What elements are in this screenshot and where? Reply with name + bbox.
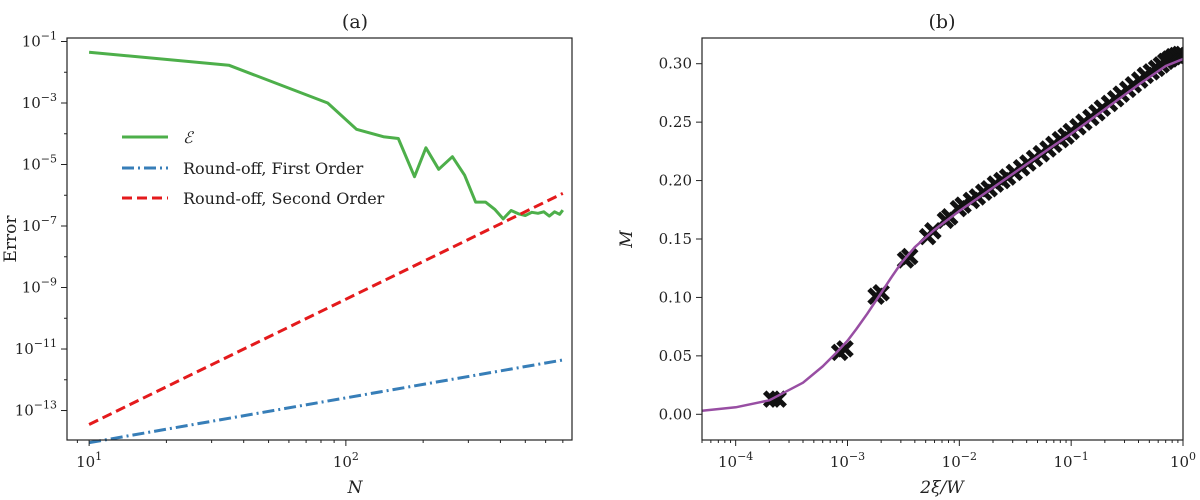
x-tick-label: 10−3 <box>830 450 865 471</box>
data-marker <box>900 247 919 266</box>
panel-b-frame <box>701 37 1184 441</box>
legend-label-first-order: Round-off, First Order <box>183 159 364 178</box>
panel-b-plot-area <box>702 45 1183 413</box>
y-tick-label: 0.10 <box>659 288 692 306</box>
y-tick-label: 10−5 <box>22 153 57 174</box>
panel-b-ylabel: M <box>617 230 637 249</box>
legend-label-second-order: Round-off, Second Order <box>183 189 385 208</box>
y-tick-label: 10−11 <box>15 337 57 358</box>
x-tick-label: 101 <box>76 450 102 471</box>
panel-b-xlabel: 2ξ/W <box>919 478 965 498</box>
data-marker <box>1174 45 1183 64</box>
y-tick-label: 0.15 <box>659 230 692 248</box>
panel-a-ylabel: Error <box>1 215 21 263</box>
panel-a-xlabel: N <box>347 478 364 498</box>
x-tick-label: 10−4 <box>718 450 753 471</box>
data-marker <box>836 340 854 358</box>
y-tick-label: 10−7 <box>22 214 57 235</box>
x-tick-label: 10−2 <box>942 450 977 471</box>
panel-a: (a) 10−13 10−11 10−9 10−7 10−5 10−3 10−1 101 102… <box>1 11 573 498</box>
x-tick-label: 102 <box>333 450 359 471</box>
legend-label-error: ℰ <box>183 128 195 147</box>
y-tick-label: 0.30 <box>659 55 692 73</box>
panel-a-legend: ℰ Round-off, First Order Round-off, Seco… <box>122 128 385 208</box>
panel-b-ticks: 0.00 0.05 0.10 0.15 0.20 0.25 0.30 10−4 10−3 10−2… <box>659 55 1196 471</box>
series-error-line <box>88 50 564 221</box>
data-marker <box>954 196 972 214</box>
fit-curve <box>702 57 1183 413</box>
y-tick-label: 10−3 <box>22 91 57 112</box>
x-tick-label: 100 <box>1170 450 1196 471</box>
series-first-order-line <box>88 358 564 445</box>
y-tick-label: 10−1 <box>22 30 57 51</box>
y-tick-label: 10−9 <box>22 276 57 297</box>
x-tick-label: 10−1 <box>1054 450 1089 471</box>
y-tick-label: 0.05 <box>659 347 692 365</box>
panel-a-title: (a) <box>342 11 368 33</box>
panel-a-ticks: 10−13 10−11 10−9 10−7 10−5 10−3 10−1 101 102 <box>15 30 564 471</box>
series-second-order-line <box>88 192 564 426</box>
y-tick-label: 10−13 <box>15 399 57 420</box>
y-tick-label: 0.20 <box>659 172 692 190</box>
y-tick-label: 0.25 <box>659 113 692 131</box>
panel-a-frame <box>66 37 573 441</box>
panel-a-plot-area <box>88 50 564 445</box>
y-tick-label: 0.00 <box>659 405 692 423</box>
panel-b-title: (b) <box>929 11 956 33</box>
panel-b: (b) 0.00 0.05 0.10 0.15 0.20 0.25 0.30 10−4 10−3… <box>617 11 1196 498</box>
